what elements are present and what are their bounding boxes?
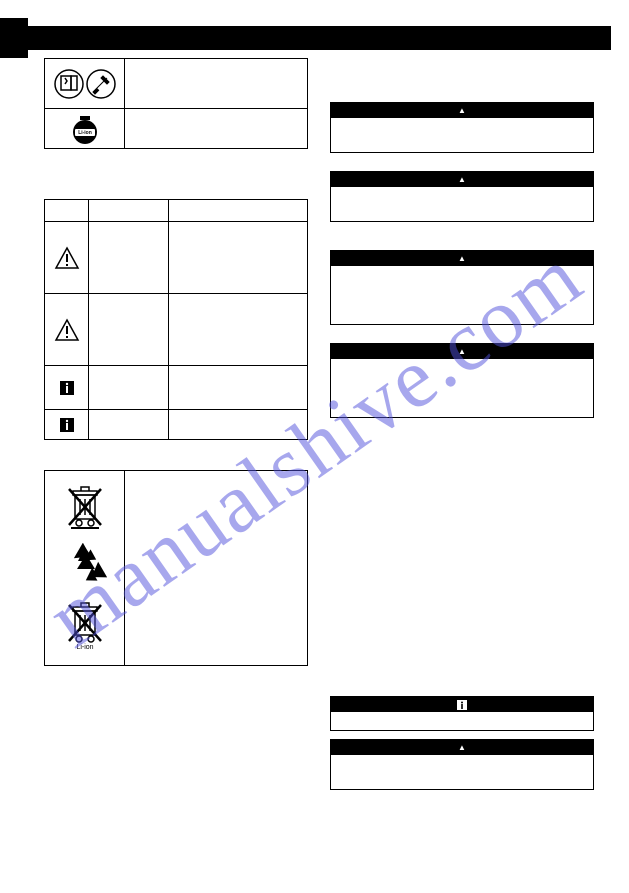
warning-box: ▲ [330, 343, 594, 418]
table-cell [169, 366, 308, 410]
table-cell [125, 109, 308, 149]
warning-triangle-cell [45, 222, 89, 294]
signal-words-table [44, 199, 308, 440]
warning-triangle-glyph: ▲ [458, 347, 466, 356]
disposal-table: Li-ion [44, 470, 308, 666]
info-icon-cell [45, 410, 89, 440]
spacer [330, 436, 594, 696]
table-cell [125, 471, 308, 666]
table-row: Li-ion [45, 109, 308, 149]
table-row [45, 222, 308, 294]
warning-body [331, 755, 593, 789]
warning-header: ▲ [331, 172, 593, 187]
table-cell [169, 222, 308, 294]
warning-body [331, 266, 593, 324]
table-cell [169, 410, 308, 440]
warning-triangle-glyph: ▲ [458, 175, 466, 184]
warning-header: ▲ [331, 103, 593, 118]
right-column: ▲ ▲ ▲ ▲ ▲ [330, 58, 594, 808]
crossed-bin-icon [63, 485, 107, 529]
table-cell [89, 410, 169, 440]
spacer [330, 240, 594, 250]
warning-box: ▲ [330, 250, 594, 325]
warning-triangle-glyph: ▲ [458, 254, 466, 263]
table-row [45, 294, 308, 366]
table-cell [125, 59, 308, 109]
table-cell [89, 222, 169, 294]
table-row [45, 366, 308, 410]
note-header [331, 697, 593, 712]
spacer [44, 149, 308, 199]
info-square-icon [456, 699, 468, 711]
table-row [45, 410, 308, 440]
warning-header: ▲ [331, 251, 593, 266]
table-cell [45, 200, 89, 222]
warning-body [331, 187, 593, 221]
info-icon-cell [45, 366, 89, 410]
li-ion-icon-cell: Li-ion [45, 109, 125, 149]
svg-text:Li-ion: Li-ion [78, 130, 92, 136]
table-cell [89, 294, 169, 366]
spacer [330, 58, 594, 102]
header-bar [18, 26, 611, 50]
warning-triangle-cell [45, 294, 89, 366]
warning-body [331, 359, 593, 417]
table-cell [169, 294, 308, 366]
warning-header: ▲ [331, 740, 593, 755]
table-row [45, 59, 308, 109]
note-box [330, 696, 594, 731]
table-cell [169, 200, 308, 222]
warning-triangle-icon [54, 246, 80, 270]
warning-body [331, 118, 593, 152]
table-cell [89, 200, 169, 222]
table-row: Li-ion [45, 471, 308, 666]
note-body [331, 712, 593, 730]
manual-tools-icon [53, 68, 117, 100]
li-ion-badge-icon: Li-ion [67, 114, 103, 144]
left-column: Li-ion [44, 58, 308, 666]
svg-text:Li-ion: Li-ion [76, 644, 93, 651]
manual-tools-icon-cell [45, 59, 125, 109]
info-square-icon [59, 417, 75, 433]
info-square-icon [59, 380, 75, 396]
crossed-bin-liion-icon: Li-ion [63, 601, 107, 651]
warning-box: ▲ [330, 739, 594, 790]
table-cell [89, 366, 169, 410]
disposal-icons-cell: Li-ion [45, 471, 125, 666]
warning-triangle-icon [54, 318, 80, 342]
warning-triangle-glyph: ▲ [458, 106, 466, 115]
warning-header: ▲ [331, 344, 593, 359]
table-header-row [45, 200, 308, 222]
recycle-icon [63, 543, 107, 587]
warning-triangle-glyph: ▲ [458, 743, 466, 752]
warning-box: ▲ [330, 171, 594, 222]
symbols-table-1: Li-ion [44, 58, 308, 149]
warning-box: ▲ [330, 102, 594, 153]
